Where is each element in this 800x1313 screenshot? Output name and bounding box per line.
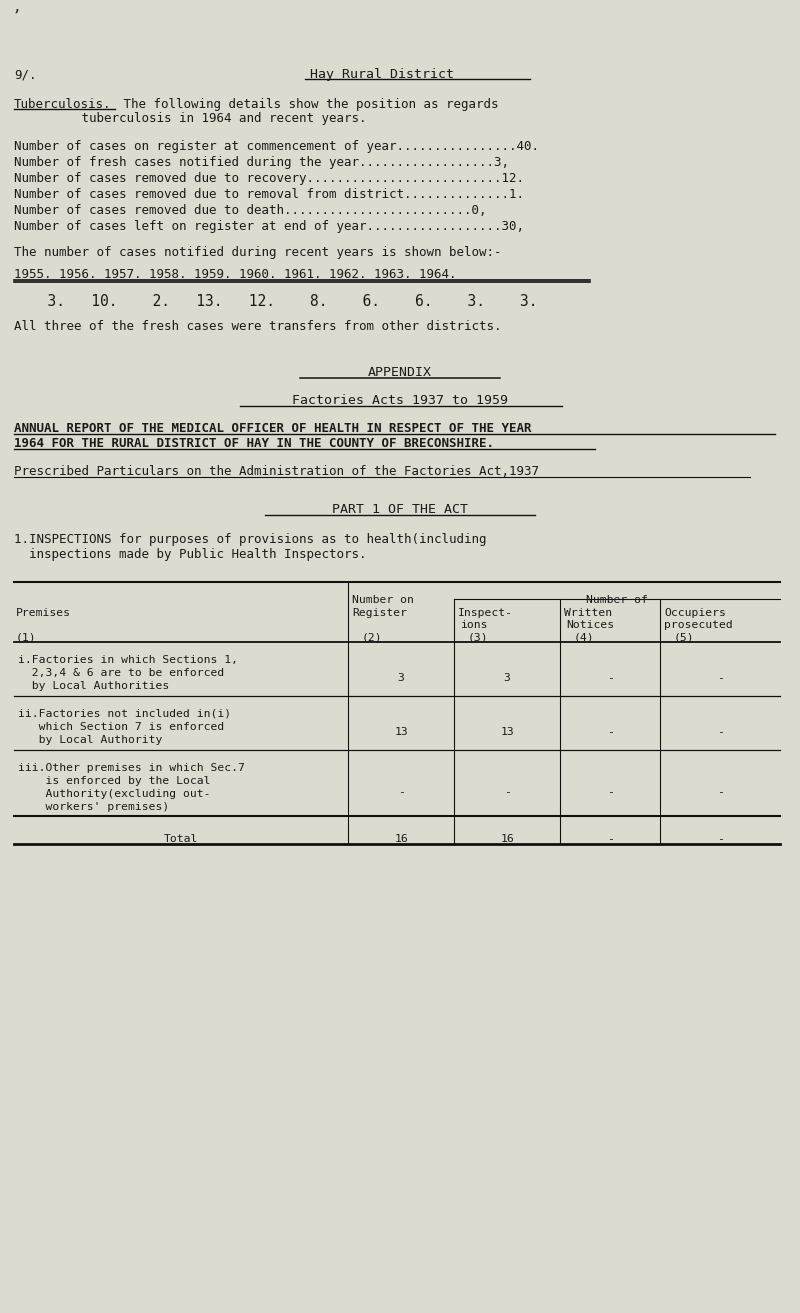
Text: -: - [717, 727, 723, 737]
Text: Occupiers: Occupiers [664, 608, 726, 618]
Text: (2): (2) [362, 632, 382, 642]
Text: Number of cases removed due to death.........................0,: Number of cases removed due to death....… [14, 204, 486, 217]
Text: Notices: Notices [566, 620, 614, 630]
Text: ii.Factories not included in(i): ii.Factories not included in(i) [18, 709, 231, 720]
Text: Number of cases on register at commencement of year................40.: Number of cases on register at commencem… [14, 140, 539, 154]
Text: Tuberculosis.: Tuberculosis. [14, 98, 111, 112]
Text: Number of cases left on register at end of year..................30,: Number of cases left on register at end … [14, 221, 524, 232]
Text: Written: Written [564, 608, 612, 618]
Text: 1.INSPECTIONS for purposes of provisions as to health(including: 1.INSPECTIONS for purposes of provisions… [14, 533, 486, 546]
Text: -: - [717, 674, 723, 683]
Text: -: - [398, 786, 405, 797]
Text: 13: 13 [500, 727, 514, 737]
Text: tuberculosis in 1964 and recent years.: tuberculosis in 1964 and recent years. [14, 112, 366, 125]
Text: inspections made by Public Health Inspectors.: inspections made by Public Health Inspec… [14, 548, 366, 561]
Text: The following details show the position as regards: The following details show the position … [116, 98, 498, 112]
Text: PART 1 OF THE ACT: PART 1 OF THE ACT [332, 503, 468, 516]
Text: -: - [717, 834, 723, 844]
Text: -: - [606, 674, 614, 683]
Text: Inspect-: Inspect- [458, 608, 513, 618]
Text: Number on: Number on [352, 595, 414, 605]
Text: ions: ions [460, 620, 487, 630]
Text: Number of: Number of [586, 595, 648, 605]
Text: All three of the fresh cases were transfers from other districts.: All three of the fresh cases were transf… [14, 320, 502, 334]
Text: which Section 7 is enforced: which Section 7 is enforced [18, 722, 224, 733]
Text: prosecuted: prosecuted [664, 620, 733, 630]
Text: Factories Acts 1937 to 1959: Factories Acts 1937 to 1959 [292, 394, 508, 407]
Text: 16: 16 [500, 834, 514, 844]
Text: 3.   10.    2.   13.   12.    8.    6.    6.    3.    3.: 3. 10. 2. 13. 12. 8. 6. 6. 3. 3. [30, 294, 538, 309]
Text: -: - [606, 786, 614, 797]
Text: workers' premises): workers' premises) [18, 802, 170, 811]
Text: 3: 3 [398, 674, 405, 683]
Text: -: - [717, 786, 723, 797]
Text: 1964 FOR THE RURAL DISTRICT OF HAY IN THE COUNTY OF BRECONSHIRE.: 1964 FOR THE RURAL DISTRICT OF HAY IN TH… [14, 437, 494, 450]
Text: 1955. 1956. 1957. 1958. 1959. 1960. 1961. 1962. 1963. 1964.: 1955. 1956. 1957. 1958. 1959. 1960. 1961… [14, 268, 457, 281]
Text: ANNUAL REPORT OF THE MEDICAL OFFICER OF HEALTH IN RESPECT OF THE YEAR: ANNUAL REPORT OF THE MEDICAL OFFICER OF … [14, 421, 531, 435]
Text: Number of fresh cases notified during the year..................3,: Number of fresh cases notified during th… [14, 156, 509, 169]
Text: Number of cases removed due to removal from district..............1.: Number of cases removed due to removal f… [14, 188, 524, 201]
Text: (5): (5) [674, 632, 694, 642]
Text: -: - [606, 727, 614, 737]
Text: 2,3,4 & 6 are to be enforced: 2,3,4 & 6 are to be enforced [18, 668, 224, 678]
Text: (3): (3) [468, 632, 489, 642]
Text: is enforced by the Local: is enforced by the Local [18, 776, 210, 786]
Text: 9/.: 9/. [14, 68, 37, 81]
Text: Authority(excluding out-: Authority(excluding out- [18, 789, 210, 800]
Text: iii.Other premises in which Sec.7: iii.Other premises in which Sec.7 [18, 763, 245, 773]
Text: Number of cases removed due to recovery..........................12.: Number of cases removed due to recovery.… [14, 172, 524, 185]
Text: Total: Total [164, 834, 198, 844]
Text: (4): (4) [574, 632, 594, 642]
Text: i.Factories in which Sections 1,: i.Factories in which Sections 1, [18, 655, 238, 664]
Text: APPENDIX: APPENDIX [368, 366, 432, 379]
Text: Prescribed Particulars on the Administration of the Factories Act,1937: Prescribed Particulars on the Administra… [14, 465, 539, 478]
Text: by Local Authorities: by Local Authorities [18, 681, 170, 691]
Text: -: - [503, 786, 510, 797]
Text: The number of cases notified during recent years is shown below:-: The number of cases notified during rece… [14, 246, 502, 259]
Text: (1): (1) [16, 632, 37, 642]
Text: 13: 13 [394, 727, 408, 737]
Text: 3: 3 [503, 674, 510, 683]
Text: ’: ’ [14, 8, 20, 26]
Text: -: - [606, 834, 614, 844]
Text: Premises: Premises [16, 608, 71, 618]
Text: 16: 16 [394, 834, 408, 844]
Text: by Local Authority: by Local Authority [18, 735, 162, 744]
Text: Hay Rural District: Hay Rural District [310, 68, 454, 81]
Text: Register: Register [352, 608, 407, 618]
